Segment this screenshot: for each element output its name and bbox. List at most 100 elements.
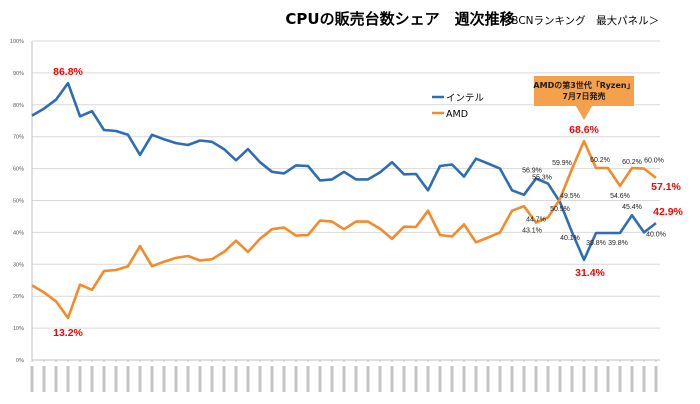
chart-subtitle: ＜BCNランキング 最大パネル＞ [501,14,659,27]
legend-label-intel: インテル [446,93,485,104]
gridlines [31,40,660,361]
y-tick-label: 80% [13,103,24,109]
x-tick-label [162,366,166,392]
x-tick-label [306,366,310,392]
callout-text-line: AMDの第3世代「Ryzen」 [533,80,634,90]
x-tick-label [186,366,190,392]
x-tick-label [498,366,502,392]
x-tick-label [618,366,622,392]
y-tick-label: 0% [16,358,24,364]
data-label: 40.1% [560,235,580,242]
data-label: 31.4% [575,267,605,279]
x-tick-label [390,366,394,392]
data-label: 43.1% [522,228,542,235]
x-tick-label [138,366,142,392]
data-label: 55.3% [532,175,552,182]
x-tick-label [222,366,226,392]
series-lines [31,81,657,320]
x-tick-label [102,366,106,392]
x-tick-label [270,366,274,392]
data-label: 60.2% [590,157,610,164]
y-tick-label: 90% [13,71,24,77]
x-tick-label [30,366,34,392]
x-tick-label [354,366,358,392]
x-tick-label [318,366,322,392]
chart-title: CPUの販売台数シェア 週次推移 [285,10,514,28]
x-tick-label [66,366,70,392]
x-tick-label [450,366,454,392]
data-label: 86.8% [53,66,83,78]
series-line-amd [31,139,657,320]
y-axis-ticks: 0% 10% 20% 30% 40% 50% 60% 70% 80% 90% 100% [10,39,24,364]
data-label: 39.8% [586,240,606,247]
x-axis-ticks [30,360,658,392]
data-label: 45.4% [622,204,642,211]
data-label: 68.6% [569,124,599,136]
data-label: 42.9% [653,206,683,218]
x-tick-label [522,366,526,392]
x-tick-label [210,366,214,392]
x-tick-label [330,366,334,392]
data-labels: 86.8% 13.2% 56.9%55.3% 49.5% 40.1% 31.4% 39.8%… [53,66,683,339]
x-tick-label [366,366,370,392]
x-tick-label [486,366,490,392]
x-tick-label [570,366,574,392]
x-tick-label [378,366,382,392]
x-tick-label [438,366,442,392]
x-tick-label [426,366,430,392]
x-tick-label [246,366,250,392]
y-tick-label: 50% [13,199,24,205]
y-tick-label: 100% [10,39,24,45]
data-label: 59.9% [552,160,572,167]
x-tick-label [234,366,238,392]
x-tick-label [294,366,298,392]
x-tick-label [42,366,46,392]
x-tick-label [474,366,478,392]
x-tick-label [174,366,178,392]
x-tick-label [594,366,598,392]
data-label: 40.0% [646,231,666,238]
data-label: 39.8% [608,240,628,247]
x-tick-label [414,366,418,392]
callout-box [534,76,634,120]
y-tick-label: 40% [13,230,24,236]
y-tick-label: 10% [13,326,24,332]
data-label: 56.9% [522,167,542,174]
x-tick-label [126,366,130,392]
release-callout: AMDの第3世代「Ryzen」7月7日発売 [533,76,635,120]
x-tick-label [78,366,82,392]
x-tick-label [258,366,262,392]
y-tick-label: 30% [13,262,24,268]
legend-label-amd: AMD [446,109,468,120]
x-tick-label [402,366,406,392]
data-label: 44.7% [526,216,546,223]
x-tick-label [54,366,58,392]
data-label: 13.2% [53,327,83,339]
callout-text-line: 7月7日発売 [562,91,605,101]
data-label: 60.2% [622,159,642,166]
x-tick-label [198,366,202,392]
x-tick-label [606,366,610,392]
data-label: 54.6% [610,193,630,200]
x-tick-label [546,366,550,392]
x-tick-label [282,366,286,392]
x-tick-label [462,366,466,392]
x-tick-label [342,366,346,392]
x-tick-label [114,366,118,392]
data-label: 60.0% [644,158,664,165]
data-label: 50.5% [550,206,570,213]
y-tick-label: 70% [13,135,24,141]
legend: インテル AMD [432,93,485,120]
data-label: 49.5% [560,193,580,200]
x-tick-label [150,366,154,392]
x-tick-label [582,366,586,392]
x-tick-label [630,366,634,392]
x-tick-label [558,366,562,392]
x-tick-label [90,366,94,392]
x-tick-label [510,366,514,392]
x-tick-label [654,366,658,392]
data-label: 57.1% [651,181,681,193]
series-line-intel [31,81,657,262]
x-tick-label [534,366,538,392]
